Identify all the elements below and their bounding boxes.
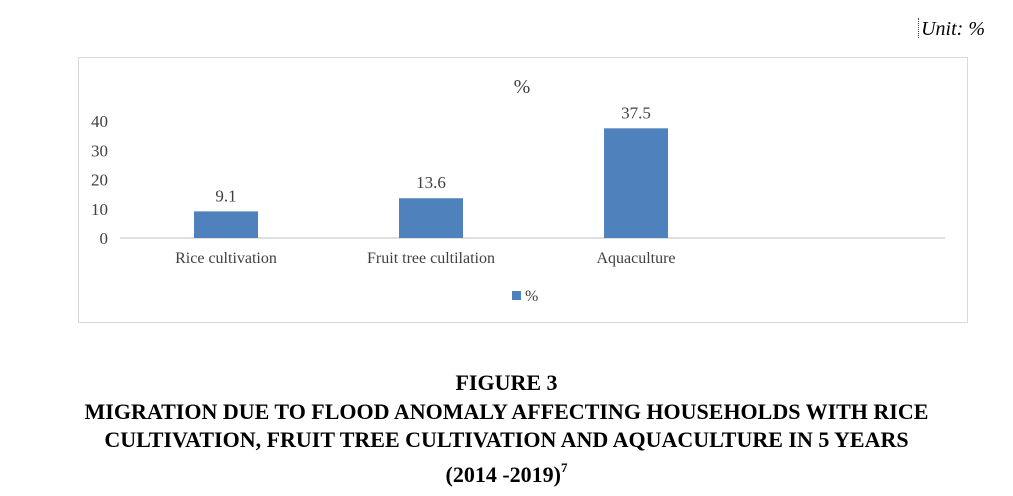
legend-swatch xyxy=(512,291,521,300)
y-tick-label: 0 xyxy=(100,229,109,248)
figure-title-line-1: MIGRATION DUE TO FLOOD ANOMALY AFFECTING… xyxy=(84,399,929,424)
chart-frame xyxy=(78,57,968,323)
y-tick-label: 40 xyxy=(91,112,108,131)
footnote-reference: 7 xyxy=(560,460,568,475)
figure-number: FIGURE 3 xyxy=(455,370,558,395)
y-tick-label: 20 xyxy=(91,171,108,190)
legend-label: % xyxy=(525,288,538,305)
unit-label-text: Unit: % xyxy=(921,18,985,40)
y-tick-label: 30 xyxy=(91,141,108,160)
x-tick-label: Aquaculture xyxy=(596,250,675,267)
data-label: 37.5 xyxy=(621,103,651,122)
chart-title: % xyxy=(514,76,531,98)
unit-label: Unit: % xyxy=(918,18,985,41)
data-label: 9.1 xyxy=(215,186,236,205)
text-cursor-icon xyxy=(918,18,920,38)
x-tick-label: Rice cultivation xyxy=(175,250,277,267)
bar xyxy=(194,211,258,238)
figure-title-line-2: CULTIVATION, FRUIT TREE CULTIVATION AND … xyxy=(104,427,909,452)
figure-years: (2014 -2019) xyxy=(445,462,561,487)
x-tick-label: Fruit tree cultilation xyxy=(367,250,495,267)
bar xyxy=(399,198,463,238)
figure-title-line-3: (2014 -2019)7 xyxy=(0,454,1013,488)
data-label: 13.6 xyxy=(416,173,446,192)
y-tick-label: 10 xyxy=(91,200,108,219)
bar xyxy=(604,128,668,238)
bar-chart: % 0 10 20 30 40 9.1 Rice cultivation 13.6 Fruit t… xyxy=(91,76,945,305)
